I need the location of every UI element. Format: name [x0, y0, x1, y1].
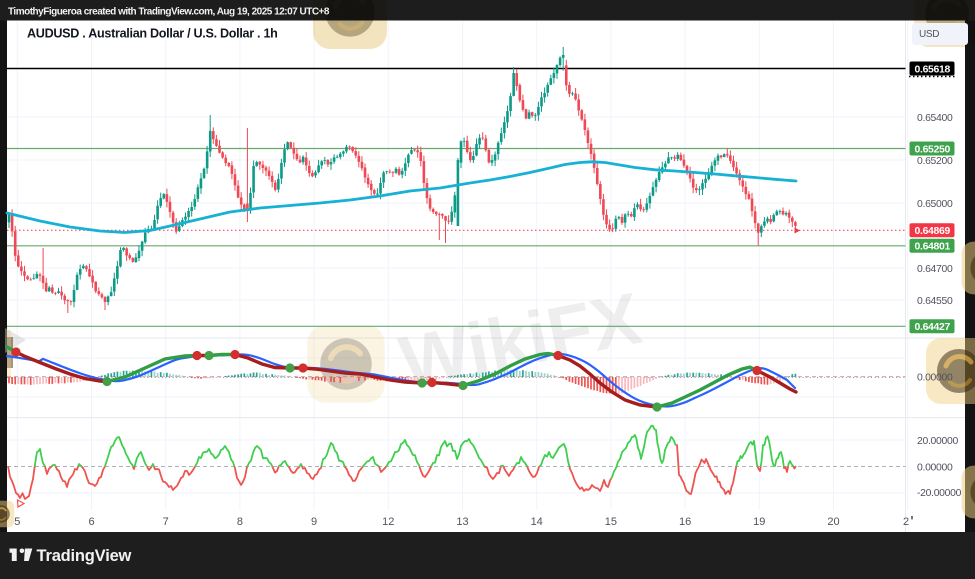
- svg-text:AUDUSD . Australian Dollar / U: AUDUSD . Australian Dollar / U.S. Dollar…: [27, 27, 278, 41]
- svg-text:2: 2: [903, 516, 909, 528]
- svg-text:TradingView: TradingView: [37, 547, 132, 565]
- svg-text:0.00000: 0.00000: [917, 373, 953, 384]
- svg-text:-20.00000: -20.00000: [917, 488, 962, 499]
- svg-text:20.00000: 20.00000: [917, 436, 958, 447]
- svg-text:12: 12: [382, 516, 394, 528]
- svg-text:5: 5: [14, 516, 20, 528]
- svg-text:0.65000: 0.65000: [917, 199, 953, 210]
- svg-text:6: 6: [88, 516, 94, 528]
- svg-text:9: 9: [311, 516, 317, 528]
- svg-text:7: 7: [163, 516, 169, 528]
- svg-text:0.00000: 0.00000: [917, 462, 953, 473]
- svg-text:0.64869: 0.64869: [915, 226, 951, 237]
- svg-text:14: 14: [531, 516, 543, 528]
- svg-text:0.65200: 0.65200: [917, 156, 953, 167]
- svg-text:USD: USD: [919, 29, 939, 40]
- svg-text:0.64801: 0.64801: [915, 242, 951, 253]
- svg-text:0.64427: 0.64427: [915, 322, 951, 333]
- svg-text:TimothyFigueroa created with T: TimothyFigueroa created with TradingView…: [8, 7, 330, 18]
- svg-text:16: 16: [679, 516, 691, 528]
- svg-text:0.65400: 0.65400: [917, 113, 953, 124]
- svg-text:20: 20: [827, 516, 839, 528]
- svg-text:0.65618: 0.65618: [915, 64, 951, 75]
- svg-text:15: 15: [605, 516, 617, 528]
- svg-text:19: 19: [753, 516, 765, 528]
- svg-text:8: 8: [237, 516, 243, 528]
- svg-text:0.64550: 0.64550: [917, 296, 953, 307]
- svg-text:0.64700: 0.64700: [917, 264, 953, 275]
- svg-text:0.65250: 0.65250: [915, 144, 951, 155]
- svg-text:13: 13: [456, 516, 468, 528]
